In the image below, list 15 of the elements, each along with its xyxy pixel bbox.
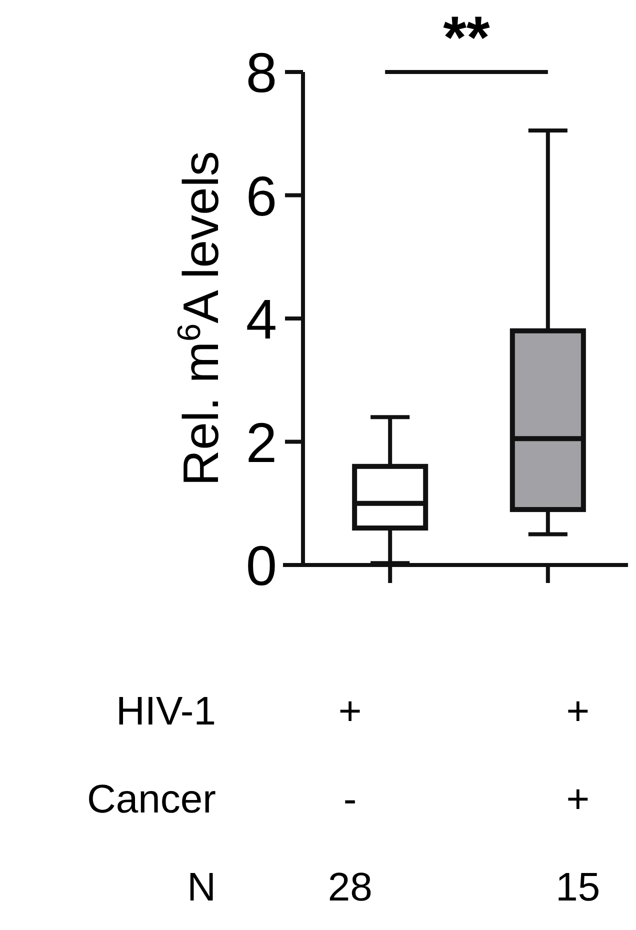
- y-tick-label: 0: [246, 534, 277, 598]
- text: HIV-1: [116, 689, 216, 734]
- text: 28: [328, 865, 372, 910]
- text: Cancer: [87, 777, 216, 822]
- text: +: [338, 689, 362, 734]
- y-tick-label: 6: [246, 164, 277, 228]
- y-tick-label: 2: [246, 410, 277, 474]
- text: 15: [556, 865, 600, 910]
- text: +: [566, 689, 590, 734]
- text: N: [187, 865, 216, 910]
- text: -: [343, 777, 357, 822]
- text: **: [443, 4, 490, 71]
- y-tick-label: 8: [246, 41, 277, 104]
- y-tick-label: 4: [246, 288, 277, 351]
- text: +: [566, 777, 590, 822]
